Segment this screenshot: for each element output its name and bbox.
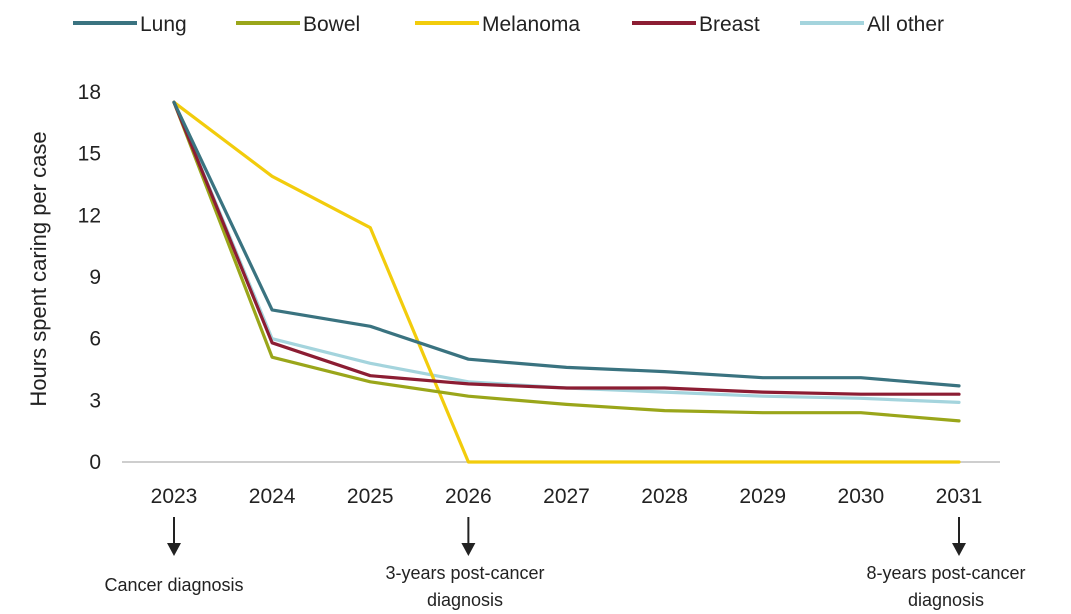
annotation-text: 8-years post-cancer [866, 563, 1025, 583]
x-tick-label: 2028 [641, 485, 688, 508]
x-tick-label: 2024 [249, 485, 296, 508]
series-lines [172, 100, 961, 464]
x-tick-label: 2026 [445, 485, 492, 508]
legend-label-melanoma: Melanoma [482, 13, 580, 36]
x-tick-label: 2029 [739, 485, 786, 508]
series-line-melanoma [172, 100, 961, 464]
series-line-breast [172, 100, 961, 396]
x-tick-label: 2030 [838, 485, 885, 508]
annotations: Cancer diagnosis 3-years post-cancer diagn… [104, 517, 1026, 610]
legend-label-lung: Lung [140, 13, 187, 36]
legend-label-all-other: All other [867, 13, 944, 36]
y-tick-label: 6 [89, 328, 101, 351]
x-tick-label: 2025 [347, 485, 394, 508]
annotation-arrow-head [952, 543, 966, 556]
x-tick-label: 2031 [936, 485, 983, 508]
annotation-text: diagnosis [427, 590, 503, 610]
annotation-arrow-head [461, 543, 476, 556]
annotation-text: Cancer diagnosis [104, 575, 243, 595]
series-line-lung [172, 100, 961, 388]
x-tick-label: 2023 [151, 485, 198, 508]
y-tick-label: 3 [89, 389, 101, 412]
legend: Lung Bowel Melanoma Breast All other [73, 13, 944, 36]
x-tick-label: 2027 [543, 485, 590, 508]
legend-label-breast: Breast [699, 13, 760, 36]
x-axis-ticks: 2023 2024 2025 2026 2027 2028 2029 2030 2031 [151, 485, 983, 508]
y-axis-ticks: 0 3 6 9 12 15 18 [78, 81, 101, 474]
y-tick-label: 18 [78, 81, 101, 104]
y-tick-label: 9 [89, 266, 101, 289]
legend-label-bowel: Bowel [303, 13, 360, 36]
annotation-text: diagnosis [908, 590, 984, 610]
y-axis-title: Hours spent caring per case [26, 131, 51, 406]
series-line-bowel [172, 100, 961, 423]
series-line-all-other [172, 100, 961, 404]
annotation-arrow-head [167, 543, 181, 556]
y-tick-label: 12 [78, 204, 101, 227]
y-tick-label: 15 [78, 143, 101, 166]
annotation-text: 3-years post-cancer [385, 563, 544, 583]
y-tick-label: 0 [89, 451, 101, 474]
